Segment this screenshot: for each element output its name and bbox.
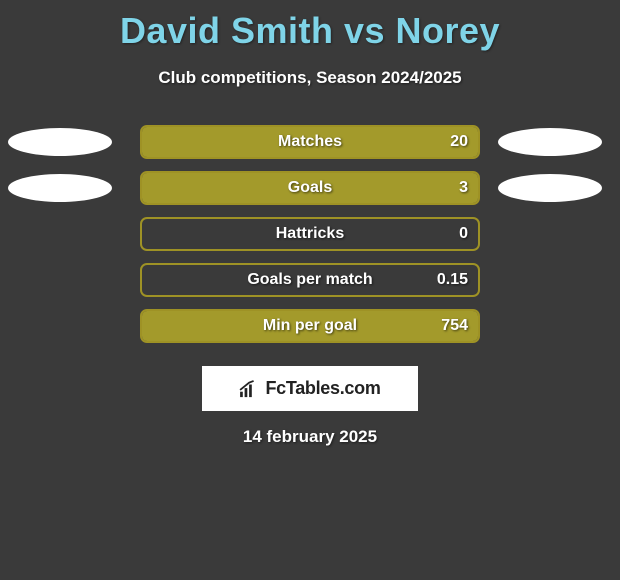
stat-label: Hattricks [142, 219, 478, 249]
stats-container: Matches20 Goals3 Hattricks0 Goals per match… [0, 118, 620, 348]
subtitle: Club competitions, Season 2024/2025 [0, 68, 620, 88]
player-right-marker [498, 128, 602, 156]
stat-value: 20 [450, 127, 468, 157]
stat-row: Hattricks0 [0, 210, 620, 256]
stat-label: Goals per match [142, 265, 478, 295]
player-right-marker [498, 174, 602, 202]
stat-value: 754 [441, 311, 468, 341]
player-left-marker [8, 128, 112, 156]
stat-row: Goals3 [0, 164, 620, 210]
stat-bar: Goals3 [140, 171, 480, 205]
stat-label: Min per goal [142, 311, 478, 341]
stat-row: Min per goal754 [0, 302, 620, 348]
date-label: 14 february 2025 [0, 427, 620, 447]
logo-box[interactable]: FcTables.com [202, 366, 418, 411]
page-title: David Smith vs Norey [0, 0, 620, 52]
logo-text: FcTables.com [265, 378, 380, 399]
stat-bar: Goals per match0.15 [140, 263, 480, 297]
player-left-marker [8, 174, 112, 202]
stat-row: Goals per match0.15 [0, 256, 620, 302]
bar-chart-icon [239, 380, 261, 398]
stat-value: 3 [459, 173, 468, 203]
stat-bar: Matches20 [140, 125, 480, 159]
stat-label: Goals [142, 173, 478, 203]
stat-row: Matches20 [0, 118, 620, 164]
stat-bar: Hattricks0 [140, 217, 480, 251]
stat-label: Matches [142, 127, 478, 157]
stat-value: 0.15 [437, 265, 468, 295]
stat-value: 0 [459, 219, 468, 249]
stat-bar: Min per goal754 [140, 309, 480, 343]
